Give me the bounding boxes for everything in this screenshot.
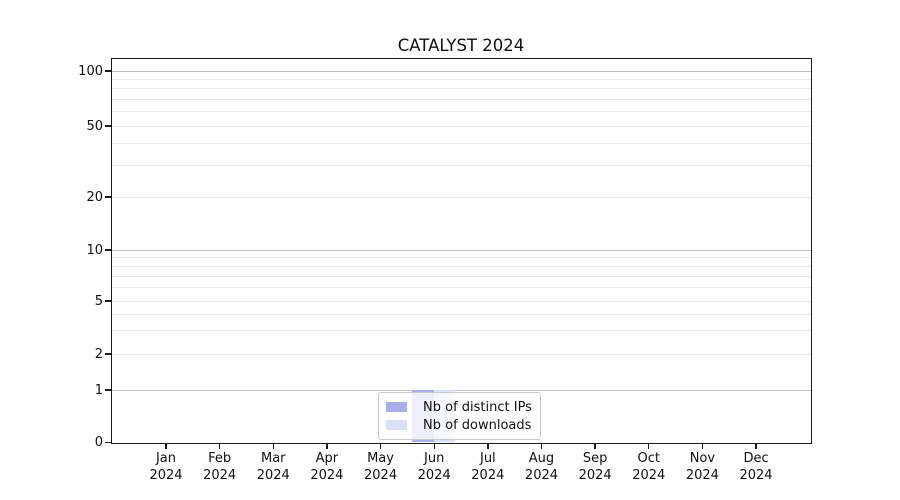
x-tick-month: Jul bbox=[479, 451, 496, 466]
x-tick-month: Nov bbox=[689, 451, 716, 466]
x-tick-label: Nov 2024 bbox=[662, 451, 742, 484]
gridline-major bbox=[112, 70, 811, 72]
legend-swatch-distinct-ips bbox=[386, 401, 407, 413]
x-tick-label: Apr 2024 bbox=[287, 451, 367, 484]
x-tick-year: 2024 bbox=[256, 467, 290, 483]
gridline-minor bbox=[112, 111, 811, 113]
y-tick-mark bbox=[105, 441, 112, 444]
gridline-minor bbox=[112, 98, 811, 100]
y-tick-mark bbox=[105, 125, 112, 127]
gridline-major bbox=[112, 249, 811, 251]
x-tick-mark bbox=[433, 443, 435, 449]
x-tick-label: Sep 2024 bbox=[555, 451, 635, 484]
gridline-minor bbox=[112, 266, 811, 268]
plot-area bbox=[111, 58, 812, 444]
legend-row: Nb of downloads bbox=[379, 416, 540, 434]
x-tick-month: Dec bbox=[743, 451, 769, 466]
y-tick-mark bbox=[105, 249, 112, 251]
x-tick-mark bbox=[701, 443, 704, 449]
gridline-minor bbox=[112, 287, 811, 289]
gridline-minor bbox=[112, 125, 811, 127]
y-tick-label: 100 bbox=[78, 63, 103, 79]
x-tick-year: 2024 bbox=[417, 467, 451, 483]
x-tick-month: Oct bbox=[637, 451, 660, 466]
y-tick-label: 20 bbox=[86, 189, 103, 205]
legend-row: Nb of distinct IPs bbox=[379, 398, 540, 416]
x-tick-month: Aug bbox=[528, 451, 555, 466]
x-tick-month: Apr bbox=[315, 451, 339, 466]
y-tick-mark bbox=[105, 389, 112, 391]
x-tick-label: Feb 2024 bbox=[180, 451, 260, 484]
gridline-minor bbox=[112, 165, 811, 167]
x-tick-label: Oct 2024 bbox=[609, 451, 689, 484]
x-tick-mark bbox=[594, 443, 596, 449]
x-tick-year: 2024 bbox=[203, 467, 237, 483]
gridline-minor bbox=[112, 300, 811, 302]
x-tick-month: Feb bbox=[208, 451, 232, 466]
gridline-minor bbox=[112, 353, 811, 355]
x-tick-label: May 2024 bbox=[341, 451, 421, 484]
x-tick-label: Jan 2024 bbox=[126, 451, 206, 484]
x-tick-year: 2024 bbox=[578, 467, 612, 483]
x-tick-label: Dec 2024 bbox=[716, 451, 796, 484]
y-tick-label: 50 bbox=[86, 118, 103, 134]
x-tick-month: Jan bbox=[155, 451, 177, 466]
x-tick-year: 2024 bbox=[471, 467, 505, 483]
x-tick-year: 2024 bbox=[739, 467, 773, 483]
x-tick-label: Jun 2024 bbox=[394, 451, 474, 484]
x-tick-mark bbox=[379, 443, 382, 449]
gridline-minor bbox=[112, 78, 811, 80]
legend: Nb of distinct IPs Nb of downloads bbox=[378, 392, 541, 440]
x-tick-label: Aug 2024 bbox=[501, 451, 581, 484]
x-tick-year: 2024 bbox=[310, 467, 344, 483]
x-tick-mark bbox=[165, 443, 167, 449]
x-tick-year: 2024 bbox=[149, 467, 183, 483]
y-tick-label: 2 bbox=[94, 346, 103, 362]
gridline-minor bbox=[112, 275, 811, 277]
x-tick-year: 2024 bbox=[685, 467, 719, 483]
y-tick-label: 1 bbox=[94, 382, 103, 398]
x-tick-mark bbox=[755, 443, 757, 449]
y-tick-label: 10 bbox=[86, 242, 103, 258]
gridline-minor bbox=[112, 142, 811, 144]
x-tick-month: Sep bbox=[582, 451, 608, 466]
legend-swatch-downloads bbox=[386, 419, 407, 431]
y-tick-label: 5 bbox=[94, 293, 103, 309]
x-tick-label: Jul 2024 bbox=[448, 451, 528, 484]
x-tick-month: Jun bbox=[424, 451, 445, 466]
x-tick-year: 2024 bbox=[524, 467, 559, 483]
y-tick-label: 0 bbox=[94, 435, 103, 451]
x-tick-label: Mar 2024 bbox=[233, 451, 313, 484]
gridline-minor bbox=[112, 196, 811, 198]
chart-title: CATALYST 2024 bbox=[397, 36, 525, 55]
x-tick-mark bbox=[540, 443, 543, 449]
x-tick-month: May bbox=[367, 451, 394, 466]
x-tick-month: Mar bbox=[261, 451, 286, 466]
x-tick-mark bbox=[648, 443, 650, 449]
x-tick-mark bbox=[326, 443, 328, 449]
y-tick-mark bbox=[105, 300, 112, 302]
gridline-minor bbox=[112, 257, 811, 259]
x-tick-year: 2024 bbox=[632, 467, 666, 483]
legend-label-distinct-ips: Nb of distinct IPs bbox=[423, 399, 532, 415]
gridline-minor bbox=[112, 88, 811, 90]
gridline-major bbox=[112, 389, 811, 391]
x-tick-mark bbox=[272, 443, 274, 449]
y-tick-mark bbox=[105, 196, 112, 198]
x-tick-mark bbox=[487, 443, 489, 449]
gridline-minor bbox=[112, 330, 811, 332]
x-tick-year: 2024 bbox=[364, 467, 398, 483]
gridline-minor bbox=[112, 313, 811, 315]
y-tick-mark bbox=[105, 70, 112, 72]
legend-label-downloads: Nb of downloads bbox=[423, 417, 532, 433]
y-tick-mark bbox=[105, 353, 112, 355]
x-tick-mark bbox=[218, 443, 221, 449]
